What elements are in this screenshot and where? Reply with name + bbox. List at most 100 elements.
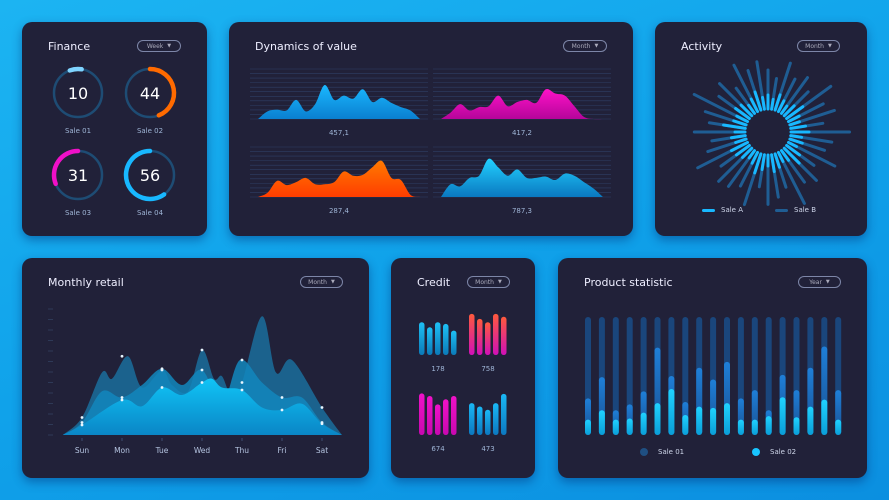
- data-point: [120, 398, 124, 402]
- sale-a-ray: [739, 103, 754, 118]
- chevron-down-icon: ▼: [330, 279, 335, 285]
- credit-value: 178: [431, 365, 444, 373]
- sale-a-ray: [788, 137, 804, 145]
- sale-a-ray: [776, 99, 786, 114]
- chart-value: 417,2: [512, 129, 532, 137]
- monthly-period-dropdown[interactable]: Month ▼: [300, 276, 343, 288]
- activity-period-dropdown[interactable]: Month ▼: [797, 40, 840, 52]
- chart-value: 457,1: [329, 129, 349, 137]
- chevron-down-icon: ▼: [167, 43, 172, 49]
- sale-02-bar: [612, 419, 619, 435]
- data-point: [200, 368, 204, 372]
- legend-swatch: [702, 208, 715, 212]
- sale-a-ray: [734, 106, 751, 120]
- credit-bar: [435, 322, 441, 355]
- data-point: [240, 358, 244, 362]
- sale-a-ray: [741, 146, 754, 159]
- product-period-dropdown[interactable]: Year ▼: [798, 276, 841, 288]
- credit-bar: [477, 406, 483, 435]
- credit-bar: [493, 403, 499, 435]
- data-point: [80, 421, 84, 424]
- credit-value: 674: [431, 445, 445, 453]
- sale-a-ray: [773, 152, 781, 169]
- sale-02-bar: [682, 414, 689, 435]
- sale-02-bar: [626, 418, 633, 435]
- legend-dot: [752, 448, 760, 456]
- bar-track: [765, 317, 772, 435]
- data-point: [120, 396, 124, 399]
- sale-a-ray: [734, 144, 751, 157]
- ring-label: Sale 03: [65, 209, 91, 217]
- area-series: [258, 84, 420, 119]
- sale-a-ray: [770, 97, 775, 111]
- sale-02-bar: [835, 419, 842, 435]
- sale-a-ray: [729, 140, 750, 153]
- x-tick-label: Mon: [114, 446, 130, 455]
- credit-bars: 178 758 674 473: [419, 313, 507, 453]
- sale-02-bar: [821, 399, 828, 435]
- area-series: [441, 158, 603, 197]
- sale-a-ray: [734, 137, 748, 145]
- data-point: [240, 388, 244, 392]
- sale-a-ray: [747, 103, 756, 115]
- ring-label: Sale 04: [137, 209, 164, 217]
- credit-value: 473: [481, 445, 494, 453]
- finance-period-dropdown[interactable]: Week ▼: [137, 40, 181, 52]
- legend-label: Sale B: [794, 206, 817, 214]
- sale-a-ray: [786, 114, 801, 124]
- credit-bar: [501, 316, 507, 355]
- sale-a-ray: [789, 134, 804, 139]
- finance-title: Finance: [48, 40, 91, 53]
- product-statistic-title: Product statistic: [584, 276, 673, 289]
- chart-value: 287,4: [329, 207, 350, 215]
- ring-value: 56: [140, 166, 160, 185]
- credit-value: 758: [481, 365, 494, 373]
- data-point: [280, 396, 284, 399]
- sale-02-bar: [807, 406, 814, 435]
- credit-period-dropdown[interactable]: Month ▼: [467, 276, 510, 288]
- dropdown-value: Year: [809, 278, 822, 286]
- credit-bar: [443, 399, 449, 435]
- sale-a-ray: [761, 95, 766, 111]
- credit-bar: [501, 393, 507, 435]
- credit-title: Credit: [417, 276, 451, 289]
- ring-label: Sale 02: [137, 127, 163, 135]
- sale-a-ray: [770, 153, 776, 174]
- data-point: [160, 367, 164, 371]
- ring-progress-arc: [51, 148, 81, 187]
- sale-a-ray: [788, 120, 801, 127]
- sale-a-ray: [785, 105, 805, 120]
- sale-02-bar: [696, 406, 703, 435]
- credit-bar: [485, 409, 491, 435]
- dynamics-period-dropdown[interactable]: Month ▼: [563, 40, 607, 52]
- credit-bar: [469, 313, 475, 355]
- credit-bar: [435, 404, 441, 435]
- sale-a-ray: [749, 97, 760, 114]
- ring-progress-arc: [123, 148, 167, 202]
- sale-02-bar: [737, 419, 744, 435]
- chevron-down-icon: ▼: [594, 43, 599, 49]
- credit-bar: [419, 393, 425, 435]
- data-point: [320, 406, 324, 409]
- dropdown-value: Month: [571, 42, 591, 50]
- sale-a-ray: [753, 152, 763, 175]
- data-point: [240, 381, 244, 384]
- sale-02-bar: [751, 419, 758, 435]
- credit-panel: Credit Month ▼ 178 758 674 473: [391, 258, 535, 478]
- sale-a-ray: [729, 134, 747, 140]
- sale-02-bar: [779, 397, 786, 435]
- data-point: [200, 348, 204, 352]
- legend-sale-a: Sale A: [702, 206, 743, 214]
- credit-bar: [419, 322, 425, 355]
- data-point: [80, 416, 84, 419]
- sale-02-bar: [598, 410, 605, 435]
- x-tick-label: Fri: [278, 446, 287, 455]
- data-point: [320, 422, 324, 426]
- sale-a-ray: [760, 153, 766, 172]
- credit-bar: [451, 330, 457, 355]
- x-tick-label: Wed: [194, 446, 211, 455]
- sale-a-ray: [789, 124, 808, 130]
- sale-a-ray: [780, 104, 789, 115]
- dropdown-value: Month: [475, 278, 494, 286]
- credit-bar: [477, 318, 483, 355]
